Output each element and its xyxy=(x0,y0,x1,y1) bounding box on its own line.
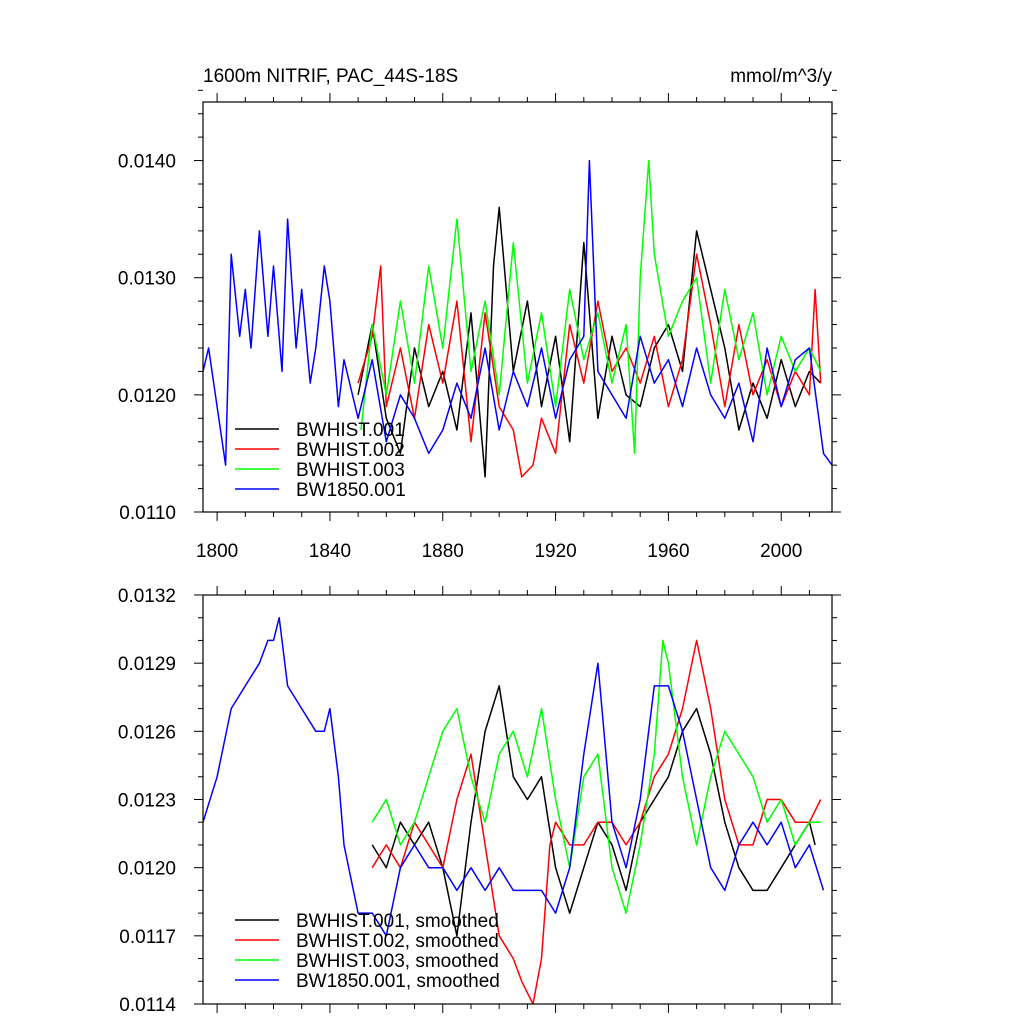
series-line-bottom-1 xyxy=(371,639,822,1005)
y-tick-label: 0.0132 xyxy=(118,586,176,607)
y-tick-label: 0.0120 xyxy=(118,859,176,880)
y-tick-label: 0.0123 xyxy=(118,791,176,812)
y-tick-label: 0.0140 xyxy=(118,152,176,173)
legend-label: BWHIST.001 xyxy=(296,420,405,441)
series-line-bottom-0 xyxy=(371,685,816,937)
legend-label: BW1850.001 xyxy=(296,480,406,501)
plot-frame xyxy=(202,101,833,513)
legend-label: BW1850.001, smoothed xyxy=(296,971,500,992)
units-label: mmol/m^3/y xyxy=(730,66,832,87)
series-line-top-3 xyxy=(202,159,833,466)
y-tick-label: 0.0117 xyxy=(119,927,176,948)
x-tick-label: 1800 xyxy=(196,541,238,562)
x-tick-label: 1960 xyxy=(647,541,689,562)
legend-label: BWHIST.002, smoothed xyxy=(296,931,499,952)
x-tick-label: 1840 xyxy=(309,541,351,562)
x-tick-label: 1920 xyxy=(534,541,576,562)
legend-label: BWHIST.003, smoothed xyxy=(296,951,499,972)
legend-label: BWHIST.003 xyxy=(296,460,405,481)
y-tick-label: 0.0126 xyxy=(118,722,176,743)
top-panel: 1800 1840 1880 1920 1960 2000 0.0110 0.0120 0.01… xyxy=(118,89,841,562)
y-tick-label: 0.0130 xyxy=(118,269,176,290)
legend-label: BWHIST.001, smoothed xyxy=(296,911,499,932)
y-tick-label: 0.0120 xyxy=(118,386,176,407)
bottom-panel: 0.0114 0.0117 0.0120 0.0123 0.0126 0.0129 0.01… xyxy=(118,586,841,1016)
x-tick-label: 2000 xyxy=(760,541,802,562)
y-tick-label: 0.0129 xyxy=(118,654,176,675)
series-line-top-1 xyxy=(357,253,822,478)
y-tick-label: 0.0110 xyxy=(119,503,176,524)
legend-label: BWHIST.002 xyxy=(296,440,405,461)
x-tick-label: 1880 xyxy=(422,541,464,562)
y-tick-label: 0.0114 xyxy=(119,995,176,1016)
series-line-top-0 xyxy=(357,206,822,478)
chart-title: 1600m NITRIF, PAC_44S-18S xyxy=(203,66,458,87)
series-line-bottom-3 xyxy=(202,616,825,937)
series-line-top-2 xyxy=(360,159,822,455)
series-line-bottom-2 xyxy=(371,639,821,914)
